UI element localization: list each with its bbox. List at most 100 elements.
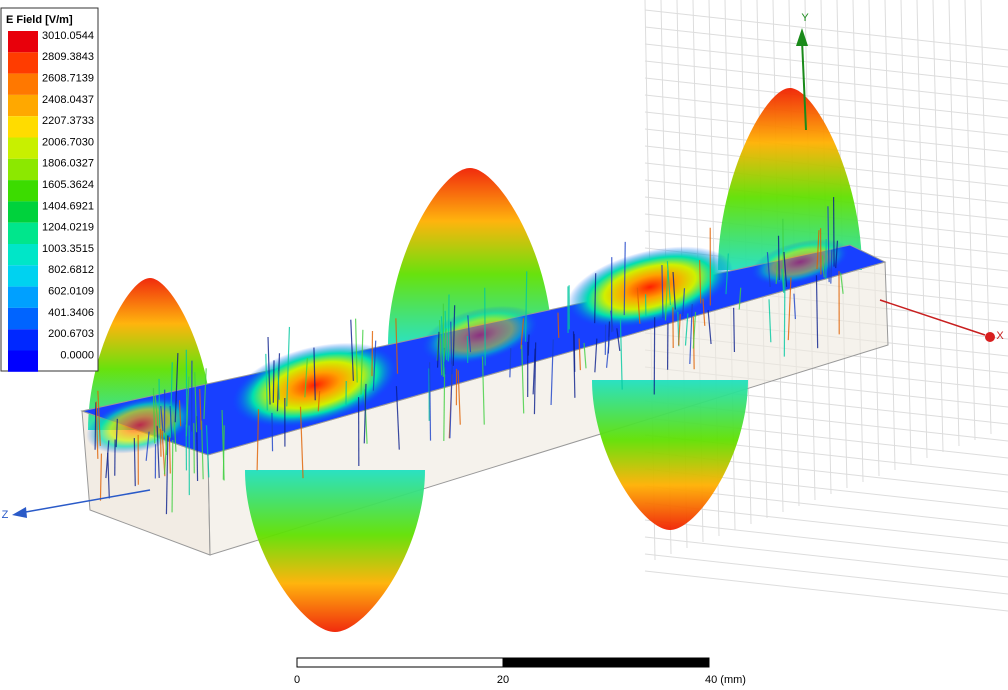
field-arrow	[222, 425, 225, 480]
field-arrow	[95, 401, 99, 459]
field-arrow	[271, 412, 274, 452]
field-arrow	[165, 435, 169, 515]
legend-label: 2408.0437	[42, 94, 94, 106]
grid-line	[644, 519, 1008, 561]
legend-swatch	[8, 329, 38, 351]
field-arrow	[443, 328, 447, 363]
field-arrow	[440, 316, 445, 376]
field-lobe	[388, 168, 552, 345]
legend-label: 3010.0544	[42, 30, 94, 42]
legend-label: 200.6703	[48, 328, 94, 340]
field-lobe	[592, 380, 748, 530]
legend-label: 802.6812	[48, 264, 94, 276]
field-arrow	[524, 271, 528, 342]
field-arrow	[99, 453, 103, 501]
field-arrow	[156, 425, 160, 478]
y-axis	[801, 39, 807, 131]
field-arrow	[94, 402, 97, 450]
legend-swatch	[8, 94, 38, 117]
field-arrow	[815, 275, 819, 349]
field-arrow	[363, 383, 367, 444]
grid-line	[884, 0, 896, 471]
field-arrow	[699, 260, 702, 304]
field-arrow	[766, 252, 771, 288]
field-arrow	[199, 388, 202, 430]
field-arrow	[733, 307, 736, 353]
grid-line	[644, 570, 1008, 612]
field-arrow	[105, 440, 110, 479]
field-arrow	[395, 318, 399, 374]
field-arrow	[533, 342, 537, 415]
field-arrow	[169, 405, 173, 440]
field-arrow	[619, 318, 623, 390]
field-arrow	[692, 311, 697, 349]
field-arrow	[550, 339, 554, 406]
field-arrow	[447, 294, 450, 362]
field-arrow	[178, 400, 182, 427]
field-lobe	[245, 470, 425, 632]
field-arrow	[782, 218, 785, 291]
field-arrow	[666, 261, 672, 306]
field-arrow	[152, 388, 156, 444]
field-arrow	[438, 320, 443, 376]
legend-label: 2207.3733	[42, 115, 94, 127]
field-arrow	[133, 438, 136, 487]
field-arrow	[160, 406, 164, 432]
grid-line	[916, 0, 928, 459]
field-arrow	[707, 310, 712, 345]
axes: Y X Z	[2, 12, 1005, 521]
legend-label: 602.0109	[48, 286, 94, 298]
field-arrow	[661, 264, 664, 319]
field-arrow	[272, 360, 275, 403]
field-arrow	[154, 395, 159, 427]
field-arrow	[159, 428, 162, 457]
field-arrow	[830, 249, 833, 284]
field-arrow	[450, 321, 453, 365]
field-arrow	[354, 318, 358, 383]
field-arrow	[636, 287, 641, 324]
scale-bar: 0 20 40 (mm)	[294, 657, 746, 686]
field-arrow	[787, 277, 792, 341]
grid-line	[644, 9, 1008, 51]
grid-line	[948, 0, 960, 447]
grid-line	[932, 0, 944, 453]
field-arrow	[684, 313, 689, 346]
field-arrow	[360, 329, 364, 395]
legend-title: E Field [V/m]	[6, 14, 73, 26]
field-arrow	[317, 390, 321, 412]
field-arrow	[115, 418, 118, 448]
x-axis	[879, 299, 986, 336]
field-arrow	[145, 431, 150, 461]
field-arrow	[616, 328, 621, 351]
field-arrow	[583, 342, 587, 369]
field-arrow	[313, 347, 316, 401]
field-arrow	[163, 434, 168, 475]
grid-line	[868, 0, 880, 477]
field-arrow	[827, 206, 830, 283]
legend-label: 1204.0219	[42, 222, 94, 234]
legend-swatch	[8, 137, 38, 159]
y-axis-label: Y	[801, 12, 809, 24]
field-arrow	[781, 268, 785, 293]
scale-label: 0	[294, 674, 300, 686]
x-arrowhead	[985, 332, 995, 342]
z-arrowhead	[12, 507, 27, 518]
field-arrow	[185, 376, 190, 437]
grid-line	[644, 43, 1008, 85]
z-axis-label: Z	[2, 509, 9, 521]
field-arrow	[256, 409, 260, 471]
scale-label: 40 (mm)	[705, 674, 746, 686]
legend: E Field [V/m] 3010.0544 2809.3843 2608.713…	[0, 7, 99, 372]
grid-line	[644, 553, 1008, 595]
field-arrow	[835, 240, 839, 269]
field-arrow	[200, 420, 204, 480]
legend-swatch	[8, 180, 38, 202]
legend-label: 2006.7030	[42, 136, 94, 148]
field-arrow	[840, 272, 844, 294]
legend-label: 1605.3624	[42, 179, 94, 191]
grid-line	[644, 536, 1008, 578]
field-arrow	[682, 288, 686, 317]
y-arrowhead	[796, 28, 808, 46]
field-arrow	[265, 353, 268, 411]
legend-label: 0.0000	[60, 349, 94, 361]
